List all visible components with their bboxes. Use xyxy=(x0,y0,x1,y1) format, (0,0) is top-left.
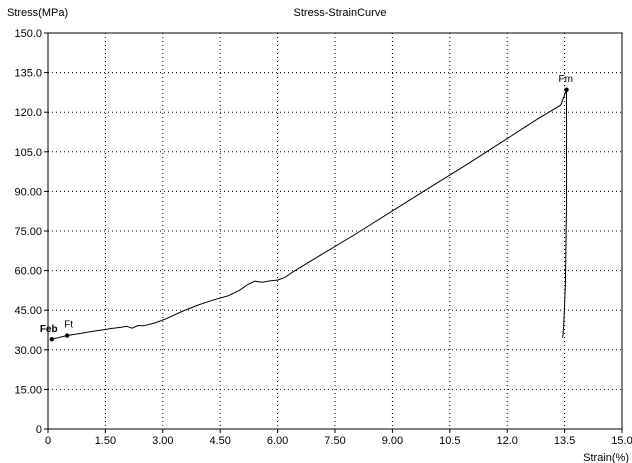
y-tick-label: 105.0 xyxy=(14,147,42,159)
marker-label: Fm xyxy=(559,74,573,85)
grid-lines xyxy=(48,33,622,429)
marker-point xyxy=(49,337,55,342)
x-axis-label: Strain(%) xyxy=(583,452,629,463)
x-tick-label: 9.00 xyxy=(382,435,403,447)
annotation-markers: Feb Ft Fm xyxy=(40,74,573,342)
x-tick-label: 10.5 xyxy=(439,435,460,447)
x-axis-ticks: 0 1.50 3.00 4.50 6.00 7.50 9.00 10.5 12.0 13.5 15.… xyxy=(45,429,632,447)
y-tick-label: 75.00 xyxy=(14,226,42,238)
y-tick-label: 30.00 xyxy=(14,345,42,357)
x-tick-label: 13.5 xyxy=(554,435,575,447)
y-tick-label: 0 xyxy=(36,424,42,436)
chart-title: Stress-StrainCurve xyxy=(294,7,387,19)
marker-point xyxy=(564,87,569,92)
marker-label: Feb xyxy=(40,324,58,335)
x-tick-label: 15.0 xyxy=(611,435,632,447)
y-tick-label: 60.00 xyxy=(14,266,42,278)
y-tick-label: 45.00 xyxy=(14,305,42,317)
y-tick-label: 90.00 xyxy=(14,186,42,198)
x-tick-label: 4.50 xyxy=(209,435,230,447)
y-axis-label: Stress(MPa) xyxy=(7,7,68,19)
series-layer xyxy=(51,89,567,340)
marker-point xyxy=(64,333,70,338)
y-tick-label: 150.0 xyxy=(14,28,42,40)
y-axis-ticks: 0 15.00 30.00 45.00 60.00 75.00 90.00 105.0 120.… xyxy=(14,28,48,436)
stress-strain-line xyxy=(51,89,567,340)
x-tick-label: 0 xyxy=(45,435,51,447)
x-tick-label: 6.00 xyxy=(267,435,288,447)
x-tick-label: 1.50 xyxy=(95,435,116,447)
y-tick-label: 15.00 xyxy=(14,384,42,396)
x-tick-label: 12.0 xyxy=(496,435,517,447)
y-tick-label: 135.0 xyxy=(14,68,42,80)
marker-label: Ft xyxy=(64,320,73,331)
y-tick-label: 120.0 xyxy=(14,107,42,119)
x-tick-label: 3.00 xyxy=(152,435,173,447)
x-tick-label: 7.50 xyxy=(324,435,345,447)
